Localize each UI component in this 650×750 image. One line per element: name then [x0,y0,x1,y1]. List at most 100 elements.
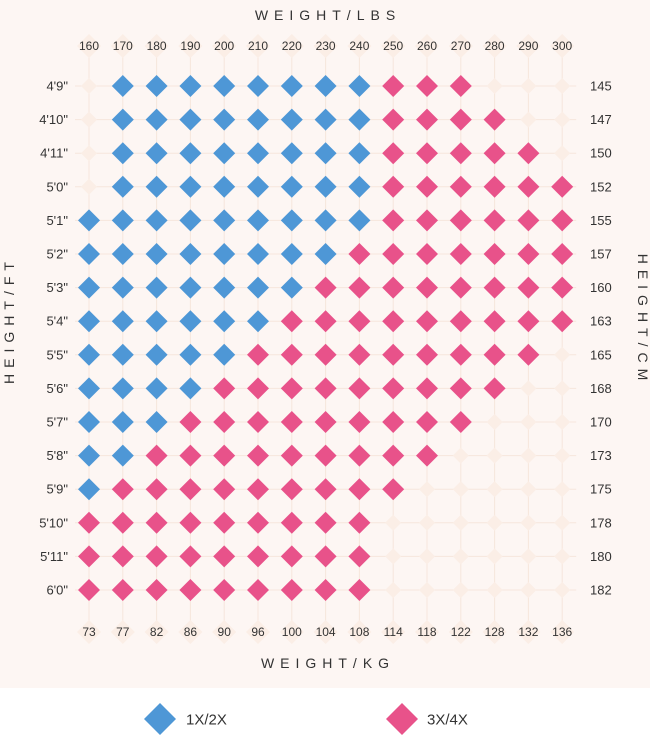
cell-empty [554,78,571,94]
cell-empty [520,447,537,464]
cell-empty [520,582,537,598]
cell-1x-2x [213,343,236,366]
cell-3x-4x [111,545,134,568]
cell-empty [554,414,571,430]
cell-1x-2x [348,142,371,165]
cell-3x-4x [314,511,337,534]
top-tick-bg [381,34,406,58]
cell-empty [486,481,503,498]
top-tick-label: 280 [485,39,505,53]
cell-3x-4x [348,377,371,400]
height-cm-label: 180 [590,549,612,564]
cell-1x-2x [179,142,202,165]
height-cm-label: 152 [590,179,612,194]
top-tick-label: 160 [79,39,99,53]
cell-3x-4x [348,343,371,366]
cell-empty [486,582,503,598]
cell-3x-4x [247,478,269,501]
cell-3x-4x [280,545,303,568]
cell-3x-4x [348,243,371,265]
legend-swatch [144,703,176,735]
cell-1x-2x [179,175,202,198]
height-cm-label: 150 [590,146,612,161]
cell-1x-2x [280,209,303,232]
cell-1x-2x [213,276,236,299]
cell-1x-2x [78,377,100,400]
height-ft-label: 5'7" [46,415,68,430]
height-cm-label: 168 [590,381,612,396]
cell-empty [486,78,503,94]
cell-3x-4x [145,545,168,568]
cell-1x-2x [314,209,337,232]
cell-3x-4x [348,411,371,433]
cell-3x-4x [348,545,371,568]
bottom-tick-labels: 73 77 82 86 90 96 100 104 108 114 118 122 128 132 136 [77,620,575,644]
cell-3x-4x [449,75,472,97]
cell-3x-4x [483,175,506,198]
cell-1x-2x [145,142,168,165]
cell-empty [520,548,537,565]
height-ft-label: 4'9" [46,79,68,94]
cell-3x-4x [280,444,303,467]
cell-3x-4x [314,310,337,333]
top-tick-bg [212,34,237,58]
cell-empty [419,514,435,531]
cell-1x-2x [314,108,337,131]
top-tick-label: 230 [316,39,336,53]
cell-1x-2x [348,75,371,97]
bottom-tick-bg [279,620,304,644]
cell-1x-2x [145,276,168,299]
cell-1x-2x [213,209,236,232]
bottom-tick-bg [246,620,270,644]
top-tick-label: 190 [180,39,200,53]
height-ft-label: 5'3" [46,280,68,295]
cell-3x-4x [280,579,303,601]
top-tick-label: 170 [113,39,133,53]
height-cm-label: 157 [590,247,612,262]
cell-empty [81,111,97,128]
legend: 1X/2X 3X/4X [0,688,650,750]
height-cm-label: 178 [590,515,612,530]
cell-1x-2x [145,209,168,232]
cell-3x-4x [111,478,134,501]
size-cells [78,75,574,601]
cell-3x-4x [314,411,337,433]
cell-3x-4x [213,377,236,400]
cell-3x-4x [382,411,405,433]
height-ft-label: 5'2" [46,247,68,262]
cell-empty [385,514,402,531]
cell-empty [419,582,435,598]
cell-1x-2x [280,75,303,97]
height-cm-label: 170 [590,415,612,430]
cell-3x-4x [382,108,405,131]
cell-empty [486,414,503,430]
cell-3x-4x [280,310,303,333]
cell-1x-2x [111,209,134,232]
cell-3x-4x [416,175,438,198]
bottom-tick-bg [212,620,237,644]
cell-3x-4x [416,444,438,467]
top-tick-bg [482,34,507,58]
cell-3x-4x [382,209,405,232]
cell-3x-4x [517,276,540,299]
top-tick-label: 290 [518,39,538,53]
cell-3x-4x [551,209,574,232]
cell-empty [486,447,503,464]
cell-3x-4x [145,511,168,534]
cell-3x-4x [382,478,405,501]
top-tick-label: 300 [552,39,572,53]
cell-1x-2x [280,276,303,299]
cell-1x-2x [348,108,371,131]
cell-3x-4x [449,209,472,232]
cell-1x-2x [111,175,134,198]
cell-3x-4x [348,511,371,534]
cell-3x-4x [449,377,472,400]
cell-3x-4x [247,511,269,534]
cell-empty [520,380,537,397]
cell-3x-4x [483,310,506,333]
cell-3x-4x [348,478,371,501]
cell-3x-4x [517,209,540,232]
cell-empty [520,514,537,531]
cell-empty [385,548,402,565]
cell-3x-4x [179,511,202,534]
